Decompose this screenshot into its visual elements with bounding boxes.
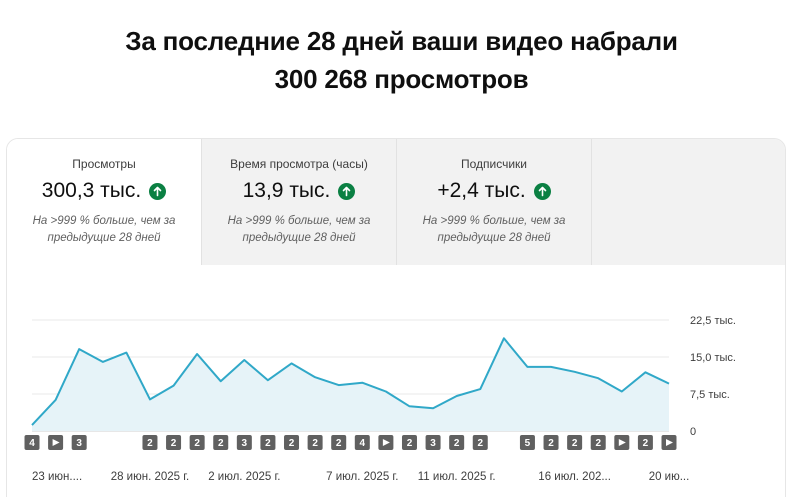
video-count-marker[interactable]: 2 xyxy=(142,435,158,450)
tab-subscribers-value-row: +2,4 тыс. xyxy=(397,179,591,203)
tab-empty-slot xyxy=(592,139,785,265)
tab-subscribers-note-line-1: На >999 % больше, чем за xyxy=(422,215,566,227)
arrow-up-circle-icon xyxy=(533,182,551,200)
video-count-label: 3 xyxy=(76,438,82,449)
y-tick-label: 15,0 тыс. xyxy=(690,352,736,364)
x-tick-label: 28 июн. 2025 г. xyxy=(111,471,190,483)
headline-line-2: 300 268 просмотров xyxy=(274,64,529,94)
video-count-label: 2 xyxy=(548,438,554,449)
x-tick-label: 2 июл. 2025 г. xyxy=(208,471,280,483)
video-count-marker[interactable]: 2 xyxy=(567,435,583,450)
y-axis-ticks: 0 7,5 тыс. 15,0 тыс. 22,5 тыс. xyxy=(690,315,736,438)
video-count-marker[interactable]: 2 xyxy=(213,435,229,450)
x-axis-ticks: 23 июн.... 28 июн. 2025 г. 2 июл. 2025 г. 7… xyxy=(32,471,689,483)
tab-subscribers-title: Подписчики xyxy=(460,157,527,171)
video-count-marker[interactable]: 2 xyxy=(637,435,653,450)
x-tick-label: 20 ию... xyxy=(649,471,690,483)
video-count-label: 5 xyxy=(525,438,531,449)
video-count-marker[interactable]: 2 xyxy=(401,435,417,450)
video-marker[interactable] xyxy=(378,435,394,450)
y-tick-label: 22,5 тыс. xyxy=(690,315,736,327)
video-count-marker[interactable]: 2 xyxy=(189,435,205,450)
x-tick-label: 23 июн.... xyxy=(32,471,82,483)
video-count-marker[interactable]: 2 xyxy=(590,435,606,450)
headline-line-1: За последние 28 дней ваши видео набрали xyxy=(125,26,678,56)
publication-markers: 4 3 2 2 2 2 3 2 2 2 2 4 2 3 2 2 5 2 2 2 2 xyxy=(24,338,677,450)
video-count-label: 2 xyxy=(265,438,271,449)
tab-views-note-line-1: На >999 % больше, чем за xyxy=(32,215,176,227)
video-count-marker[interactable]: 2 xyxy=(166,435,182,450)
video-count-label: 2 xyxy=(595,438,601,449)
tab-views-value-row: 300,3 тыс. xyxy=(7,179,201,203)
video-count-label: 2 xyxy=(147,438,153,449)
x-tick-label: 7 июл. 2025 г. xyxy=(326,471,398,483)
video-marker[interactable] xyxy=(661,435,677,450)
video-count-label: 2 xyxy=(194,438,200,449)
tab-watch-time-value: 13,9 тыс. xyxy=(242,179,331,202)
tab-views-value: 300,3 тыс. xyxy=(41,179,142,202)
y-tick-label: 0 xyxy=(690,426,696,438)
video-count-marker[interactable]: 3 xyxy=(236,435,252,450)
video-count-label: 2 xyxy=(407,438,413,449)
tab-watch-time-title: Время просмотра (часы) xyxy=(230,157,368,171)
arrow-up-circle-icon xyxy=(338,182,356,200)
video-count-marker[interactable]: 2 xyxy=(331,435,347,450)
video-count-marker[interactable]: 2 xyxy=(284,435,300,450)
video-count-label: 4 xyxy=(29,438,35,449)
video-count-label: 2 xyxy=(218,438,224,449)
video-count-marker[interactable]: 3 xyxy=(71,435,87,450)
video-count-label: 2 xyxy=(454,438,460,449)
tab-subscribers-value: +2,4 тыс. xyxy=(437,179,526,202)
tab-views[interactable]: Просмотры 300,3 тыс. На >999 % больше, ч… xyxy=(7,139,202,265)
metric-tabs: Просмотры 300,3 тыс. На >999 % больше, ч… xyxy=(7,139,785,265)
video-count-marker[interactable]: 2 xyxy=(449,435,465,450)
video-count-marker[interactable]: 4 xyxy=(24,435,40,450)
tab-subscribers-note: На >999 % больше, чем за предыдущие 28 д… xyxy=(415,213,573,247)
video-count-label: 2 xyxy=(171,438,177,449)
video-marker[interactable] xyxy=(614,435,630,450)
video-count-label: 3 xyxy=(430,438,436,449)
tab-subscribers[interactable]: Подписчики +2,4 тыс. На >999 % больше, ч… xyxy=(397,139,592,265)
play-icon xyxy=(618,439,626,446)
video-marker[interactable] xyxy=(48,435,64,450)
tab-watch-time-value-row: 13,9 тыс. xyxy=(202,179,396,203)
video-count-label: 2 xyxy=(336,438,342,449)
video-count-marker[interactable]: 2 xyxy=(472,435,488,450)
x-tick-label: 11 июл. 2025 г. xyxy=(418,471,496,483)
play-icon xyxy=(52,439,60,446)
video-count-label: 3 xyxy=(242,438,248,449)
video-count-marker[interactable]: 3 xyxy=(425,435,441,450)
video-count-marker[interactable]: 5 xyxy=(519,435,535,450)
video-count-marker[interactable]: 2 xyxy=(307,435,323,450)
video-count-label: 2 xyxy=(643,438,649,449)
tab-watch-time[interactable]: Время просмотра (часы) 13,9 тыс. На >999… xyxy=(202,139,397,265)
play-icon xyxy=(666,439,673,446)
video-count-label: 2 xyxy=(289,438,295,449)
tab-watch-time-note: На >999 % больше, чем за предыдущие 28 д… xyxy=(220,213,378,247)
y-tick-label: 7,5 тыс. xyxy=(690,389,730,401)
arrow-up-circle-icon xyxy=(149,182,167,200)
page-headline: За последние 28 дней ваши видео набрали … xyxy=(0,22,803,98)
video-count-label: 2 xyxy=(572,438,578,449)
video-count-label: 2 xyxy=(477,438,483,449)
tab-views-note: На >999 % больше, чем за предыдущие 28 д… xyxy=(25,213,183,247)
video-count-label: 4 xyxy=(360,438,366,449)
views-line xyxy=(31,337,670,426)
tab-watch-time-note-line-2: предыдущие 28 дней xyxy=(242,232,356,244)
tab-views-note-line-2: предыдущие 28 дней xyxy=(47,232,161,244)
analytics-card: Просмотры 300,3 тыс. На >999 % больше, ч… xyxy=(6,138,786,497)
video-count-marker[interactable]: 2 xyxy=(260,435,276,450)
tab-watch-time-note-line-1: На >999 % больше, чем за xyxy=(227,215,371,227)
tab-views-title: Просмотры xyxy=(72,157,136,171)
video-count-marker[interactable]: 4 xyxy=(354,435,370,450)
video-count-label: 2 xyxy=(312,438,318,449)
video-count-marker[interactable]: 2 xyxy=(543,435,559,450)
x-tick-label: 16 июл. 202... xyxy=(538,471,611,483)
tab-subscribers-note-line-2: предыдущие 28 дней xyxy=(437,232,551,244)
play-icon xyxy=(382,439,390,446)
